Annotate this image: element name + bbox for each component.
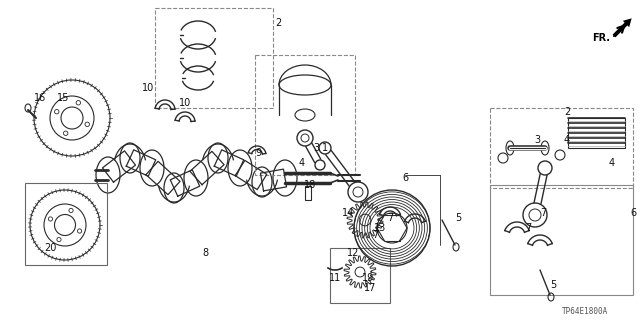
Text: 10: 10	[142, 83, 154, 93]
Text: 3: 3	[313, 143, 319, 153]
Text: 11: 11	[329, 273, 341, 283]
Text: 14: 14	[342, 208, 354, 218]
Bar	[330, 248, 390, 303]
Text: 2: 2	[275, 18, 281, 28]
Bar	[490, 185, 633, 295]
Bar	[255, 55, 355, 175]
Text: 20: 20	[44, 243, 56, 253]
Text: 7: 7	[540, 208, 546, 218]
Text: 13: 13	[374, 223, 386, 233]
Text: FR.: FR.	[592, 33, 610, 43]
Text: 7: 7	[372, 230, 378, 240]
Text: 4: 4	[299, 158, 305, 168]
Text: 6: 6	[402, 173, 408, 183]
Text: 3: 3	[534, 135, 540, 145]
Bar	[305, 186, 311, 200]
Text: 10: 10	[179, 98, 191, 108]
Text: 12: 12	[347, 248, 359, 258]
Text: 6: 6	[630, 208, 636, 218]
Text: 9: 9	[255, 148, 261, 158]
Bar	[25, 183, 107, 265]
Text: 5: 5	[550, 280, 556, 290]
Text: 7: 7	[525, 223, 531, 233]
Text: 1: 1	[322, 143, 328, 153]
Bar	[490, 108, 633, 188]
Text: 4: 4	[609, 158, 615, 168]
Text: 8: 8	[202, 248, 208, 258]
Text: 2: 2	[564, 107, 570, 117]
Text: 18: 18	[304, 180, 316, 190]
FancyArrow shape	[612, 18, 632, 37]
Text: TP64E1800A: TP64E1800A	[562, 307, 608, 316]
Text: 7: 7	[387, 213, 393, 223]
Text: 16: 16	[34, 93, 46, 103]
Text: 17: 17	[364, 283, 376, 293]
Text: 15: 15	[57, 93, 69, 103]
Text: 4: 4	[564, 135, 570, 145]
Bar	[568, 118, 625, 148]
Text: 5: 5	[455, 213, 461, 223]
Bar	[155, 8, 273, 108]
Text: 19: 19	[362, 273, 374, 283]
